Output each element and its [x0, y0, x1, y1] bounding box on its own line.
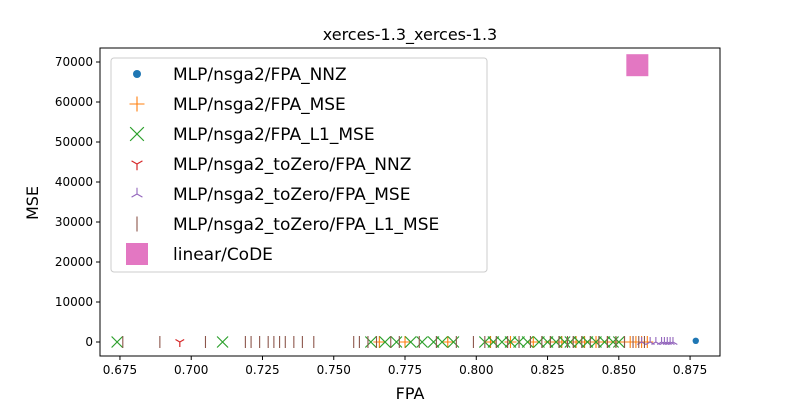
legend-marker-4 [131, 187, 143, 198]
y-tick-label: 40000 [55, 175, 93, 189]
point-1-3 [484, 336, 497, 348]
point-2-24 [598, 336, 611, 348]
legend-entry-1: MLP/nsga2/FPA_MSE [129, 95, 346, 115]
point-2-13 [504, 336, 517, 348]
point-2-20 [564, 336, 577, 348]
point-2-6 [416, 336, 429, 348]
y-tick-label: 60000 [55, 95, 93, 109]
point-4-6 [665, 337, 675, 345]
point-4-1 [645, 337, 655, 345]
legend-marker-2 [129, 126, 145, 142]
y-tick-label: 0 [85, 335, 93, 349]
data-marks [111, 54, 699, 348]
series-4 [636, 337, 678, 345]
x-tick-label: 0.800 [459, 363, 493, 377]
point-2-7 [427, 336, 440, 348]
point-2-5 [404, 336, 417, 348]
point-2-2 [364, 336, 377, 348]
point-1-0 [373, 336, 386, 348]
point-1-5 [527, 336, 540, 348]
legend-label-0: MLP/nsga2/FPA_NNZ [173, 65, 347, 85]
point-1-2 [441, 336, 454, 348]
point-2-18 [550, 336, 563, 348]
legend-entry-6: linear/CoDE [126, 243, 273, 265]
point-2-25 [607, 336, 620, 348]
point-4-7 [668, 337, 678, 345]
point-4-5 [662, 337, 672, 345]
legend-label-1: MLP/nsga2/FPA_MSE [173, 95, 346, 115]
point-2-15 [521, 336, 534, 348]
series-6 [626, 54, 649, 77]
point-2-3 [379, 336, 391, 348]
legend-marker-3 [131, 160, 143, 171]
legend-entry-5: MLP/nsga2_toZero/FPA_L1_MSE [136, 215, 439, 235]
point-2-4 [390, 336, 403, 348]
point-2-0 [111, 336, 124, 348]
point-2-11 [487, 336, 500, 348]
legend-entry-3: MLP/nsga2_toZero/FPA_NNZ [131, 155, 411, 175]
x-tick-label: 0.775 [388, 363, 422, 377]
y-tick-label: 50000 [55, 135, 93, 149]
legend-label-5: MLP/nsga2_toZero/FPA_L1_MSE [173, 215, 439, 235]
legend-entry-0: MLP/nsga2/FPA_NNZ [133, 65, 347, 85]
series-5 [122, 336, 646, 348]
y-tick-label: 30000 [55, 215, 93, 229]
point-2-1 [216, 336, 229, 348]
point-1-9 [578, 336, 591, 348]
point-2-23 [590, 336, 602, 348]
legend-marker-1 [129, 96, 145, 112]
point-2-8 [436, 336, 448, 348]
legend-frame [110, 57, 488, 273]
point-2-26 [612, 336, 625, 348]
point-1-17 [641, 336, 654, 348]
point-4-0 [636, 337, 647, 345]
x-tick-label: 0.875 [673, 363, 707, 377]
point-4-4 [659, 337, 670, 345]
x-tick-label: 0.675 [103, 363, 137, 377]
point-2-21 [572, 336, 585, 348]
point-6-0 [626, 54, 649, 77]
x-tick-label: 0.725 [245, 363, 279, 377]
y-tick-label: 10000 [55, 295, 93, 309]
x-tick-label: 0.750 [317, 363, 351, 377]
axes-frame [99, 47, 721, 357]
y-tick-label: 70000 [55, 55, 93, 69]
legend-entry-2: MLP/nsga2/FPA_L1_MSE [129, 125, 375, 145]
legend-marker-0 [133, 70, 141, 78]
x-axis-title: FPA [396, 384, 425, 400]
point-1-1 [399, 336, 412, 348]
point-2-12 [496, 336, 508, 348]
point-2-16 [533, 336, 545, 348]
point-4-3 [656, 337, 667, 345]
legend: MLP/nsga2/FPA_NNZ MLP/nsga2/FPA_MSE MLP/ns… [110, 57, 488, 273]
series-2 [111, 336, 625, 348]
series-3 [175, 338, 185, 347]
legend-marker-6 [126, 243, 148, 265]
legend-label-3: MLP/nsga2_toZero/FPA_NNZ [173, 155, 411, 175]
point-2-19 [558, 336, 571, 348]
series-0 [692, 337, 699, 344]
point-4-2 [651, 337, 661, 345]
legend-label-6: linear/CoDE [173, 245, 273, 265]
x-tick-label: 0.700 [174, 363, 208, 377]
point-1-7 [555, 336, 568, 348]
y-axis-ticks: 0 10000 20000 30000 40000 50000 60000 70000 [55, 55, 100, 349]
point-2-17 [541, 336, 554, 348]
y-tick-label: 20000 [55, 255, 93, 269]
point-2-22 [581, 336, 594, 348]
x-axis-ticks: 0.675 0.700 0.725 0.750 0.775 0.800 0.825 0.850… [103, 356, 707, 377]
y-axis-title: MSE [23, 186, 42, 220]
plot-area: 0.675 0.700 0.725 0.750 0.775 0.800 0.825 0.850… [55, 47, 721, 377]
chart-title: xerces-1.3_xerces-1.3 [323, 25, 497, 45]
legend-label-2: MLP/nsga2/FPA_L1_MSE [173, 125, 375, 145]
x-tick-label: 0.825 [530, 363, 564, 377]
legend-label-4: MLP/nsga2_toZero/FPA_MSE [173, 185, 410, 205]
point-2-9 [447, 336, 460, 348]
point-0-0 [692, 337, 699, 344]
legend-entry-4: MLP/nsga2_toZero/FPA_MSE [131, 185, 410, 205]
x-tick-label: 0.850 [602, 363, 636, 377]
point-3-0 [175, 338, 185, 347]
